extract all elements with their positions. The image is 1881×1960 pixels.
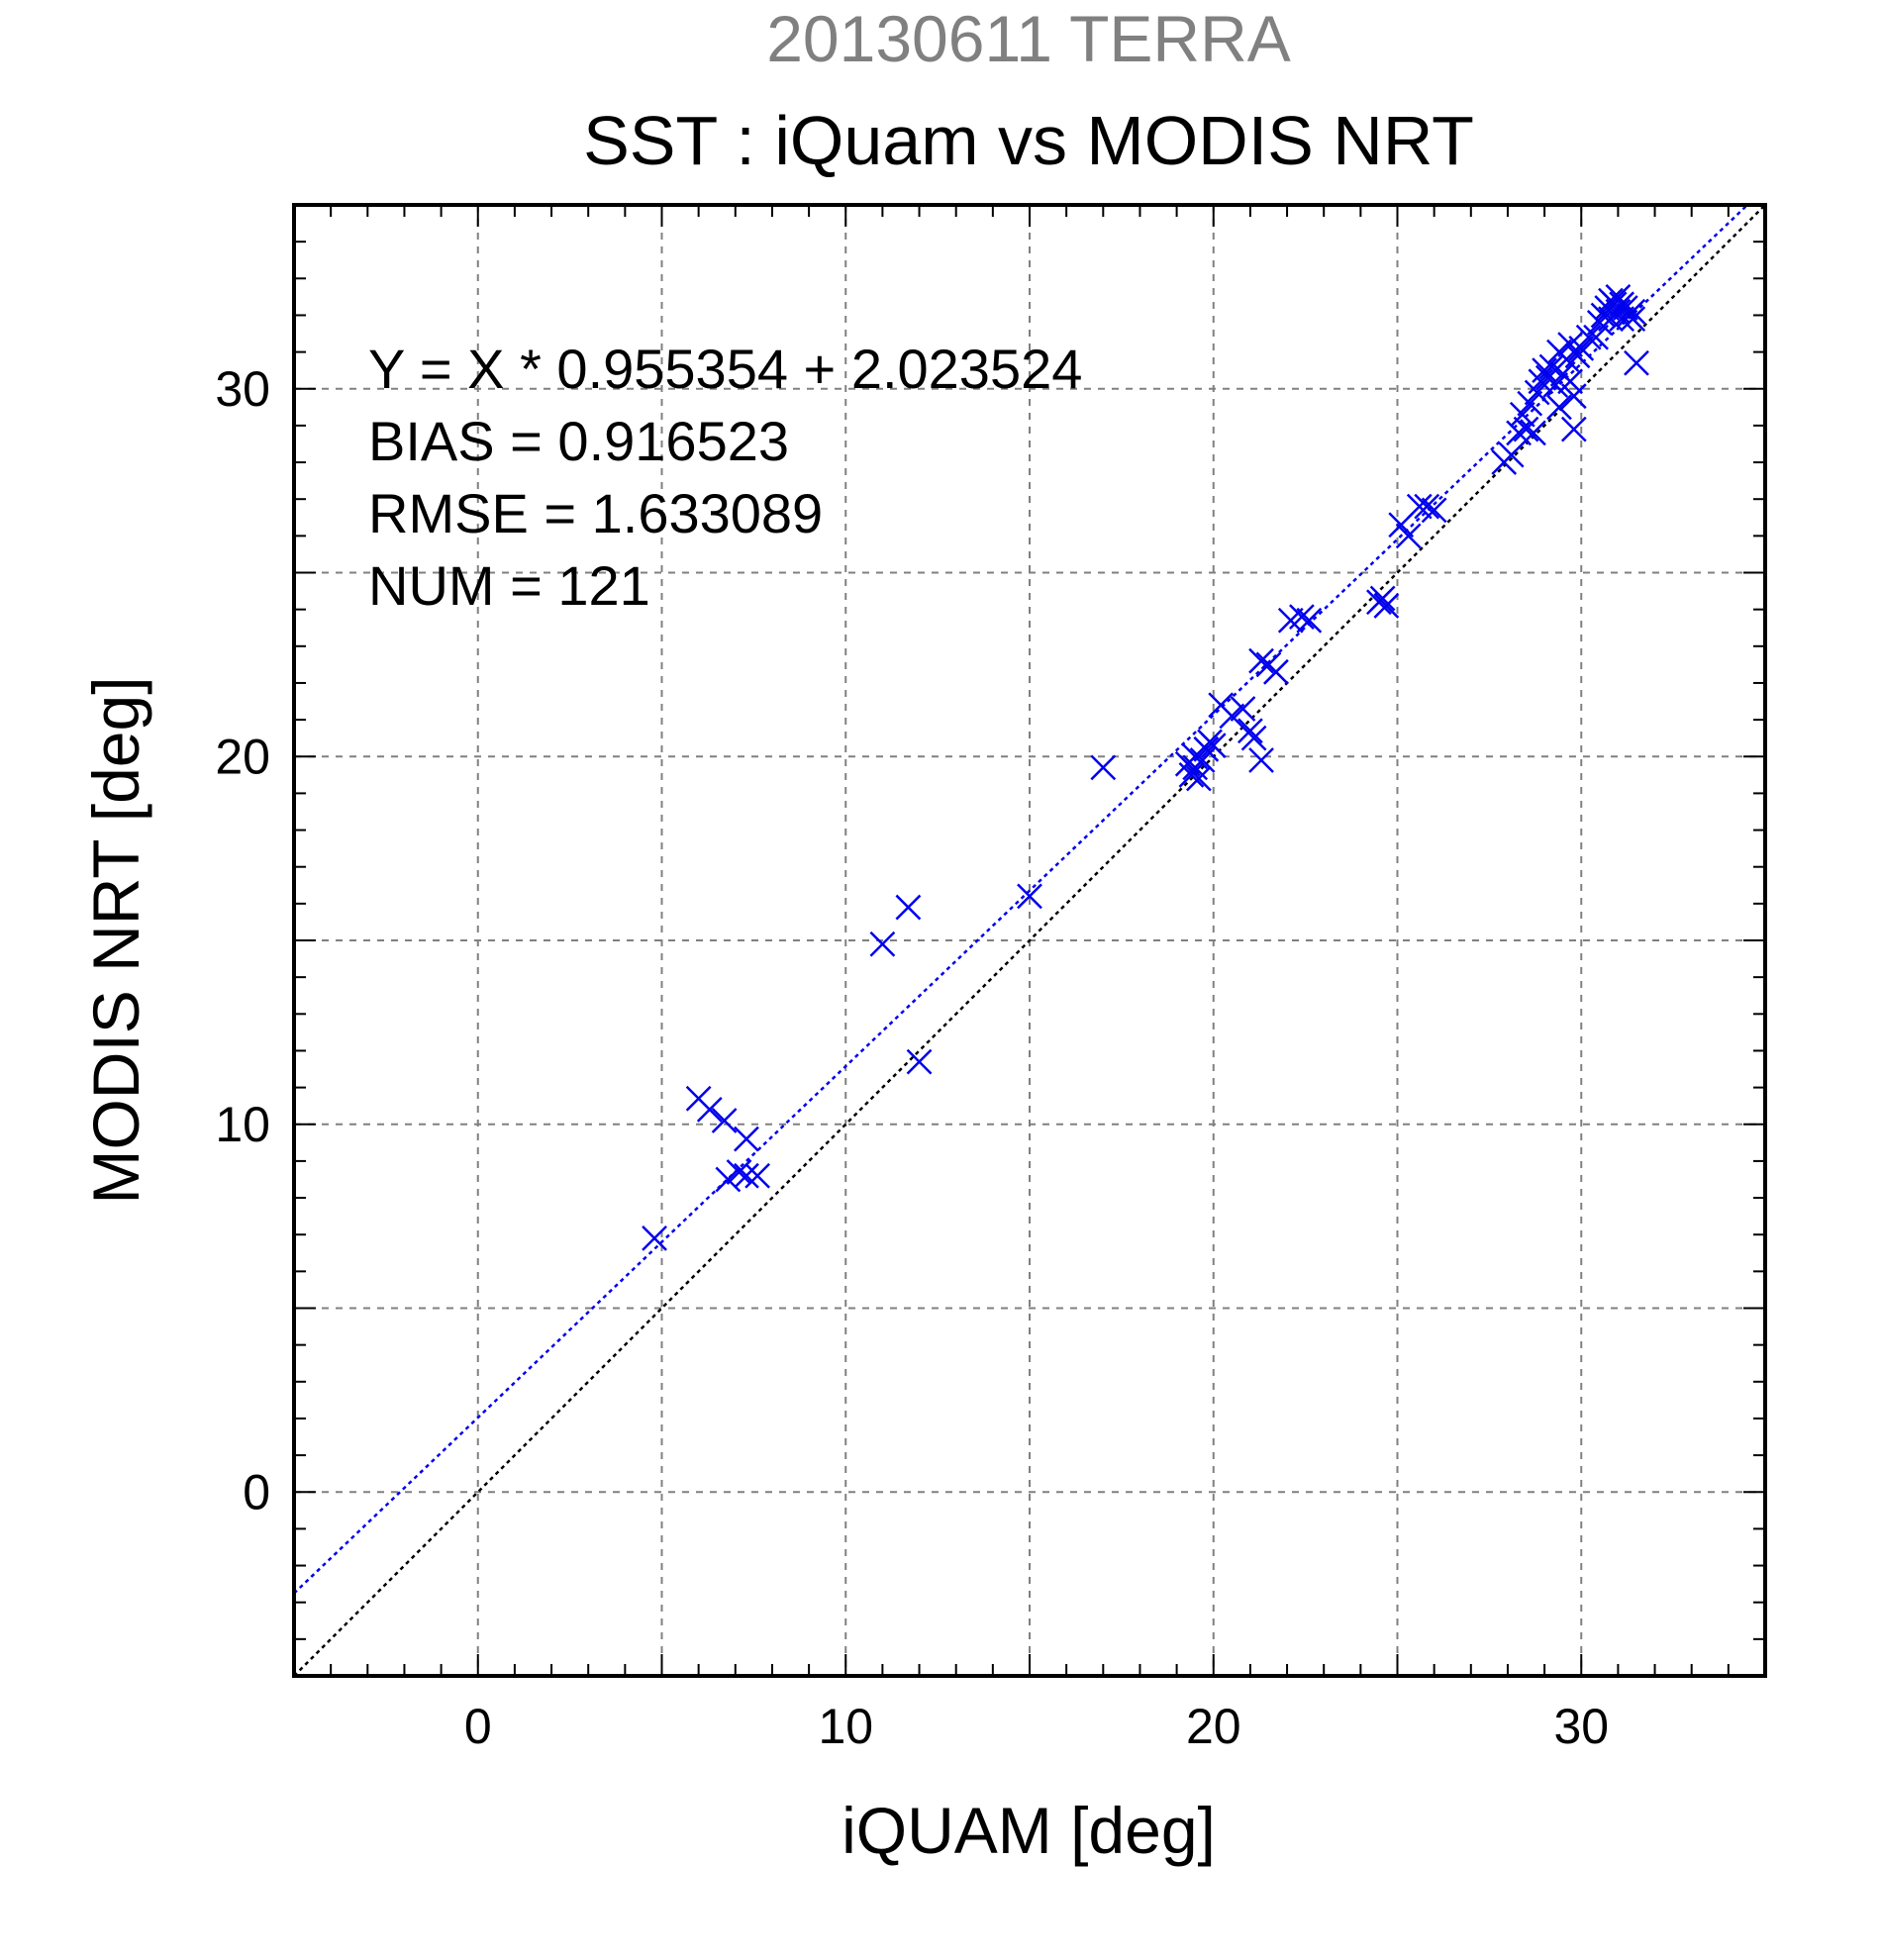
data-point: [1583, 324, 1609, 350]
y-tick-label: 10: [215, 1097, 270, 1152]
data-point: [1560, 383, 1587, 410]
data-point: [1620, 298, 1646, 325]
data-point: [1521, 420, 1546, 446]
data-point: [1182, 743, 1209, 770]
x-tick-label: 10: [818, 1699, 873, 1754]
data-point: [1498, 441, 1525, 468]
data-point: [1017, 883, 1042, 910]
data-point: [1373, 593, 1400, 619]
data-point: [1568, 336, 1595, 361]
data-point: [1240, 725, 1267, 751]
data-point: [1612, 295, 1638, 321]
data-point: [1263, 658, 1289, 685]
data-point: [895, 894, 922, 921]
data-point: [1517, 390, 1543, 417]
data-point: [1414, 493, 1440, 520]
data-point: [1193, 735, 1220, 762]
data-point: [1421, 497, 1447, 524]
data-point: [744, 1162, 770, 1189]
plot-frame: [292, 203, 1767, 1678]
x-tick-label: 20: [1186, 1699, 1241, 1754]
data-point: [1557, 368, 1583, 395]
data-point: [1369, 585, 1396, 612]
data-point: [1509, 401, 1535, 428]
data-point: [1219, 703, 1245, 730]
data-point: [1248, 747, 1274, 773]
identity-line: [294, 205, 1765, 1676]
data-point: [1406, 493, 1433, 520]
data-point: [1248, 647, 1274, 674]
data-point: [869, 931, 896, 957]
data-point: [696, 1097, 723, 1123]
data-point: [1546, 394, 1572, 421]
data-point: [734, 1126, 759, 1152]
data-point: [711, 1108, 738, 1133]
data-point: [1090, 754, 1117, 781]
y-axis-title: MODIS NRT [deg]: [79, 676, 152, 1204]
data-point: [1542, 372, 1569, 398]
y-tick-label: 20: [215, 729, 270, 784]
data-point: [1620, 306, 1646, 333]
data-points: [642, 283, 1649, 1251]
x-tick-label: 30: [1553, 1699, 1609, 1754]
y-tick-labels: 0 10 20 30: [215, 361, 270, 1520]
data-point: [1289, 604, 1315, 630]
data-point: [642, 1225, 667, 1251]
stat-bias: BIAS = 0.916523: [368, 410, 789, 472]
data-point: [1513, 416, 1539, 442]
chart-subtitle: SST : iQuam vs MODIS NRT: [583, 102, 1474, 179]
stat-fit-equation: Y = X * 0.955354 + 2.023524: [368, 338, 1082, 400]
stat-rmse: RMSE = 1.633089: [368, 482, 823, 544]
x-tick-labels: 0 10 20 30: [464, 1699, 1609, 1754]
y-tick-label: 0: [243, 1464, 270, 1519]
data-point: [1624, 349, 1649, 376]
data-point: [734, 1162, 759, 1189]
data-point: [1575, 324, 1602, 350]
data-point: [1560, 416, 1587, 442]
x-axis-title: iQUAM [deg]: [842, 1794, 1216, 1867]
x-tick-label: 0: [464, 1699, 492, 1754]
data-point: [1296, 607, 1323, 634]
data-point: [1238, 718, 1263, 744]
data-point: [1230, 696, 1256, 722]
data-point: [906, 1048, 933, 1075]
chart-title: 20130611 TERRA: [766, 2, 1291, 75]
stat-count: NUM = 121: [368, 554, 650, 617]
data-point: [1395, 523, 1422, 549]
y-tick-label: 30: [215, 361, 270, 417]
